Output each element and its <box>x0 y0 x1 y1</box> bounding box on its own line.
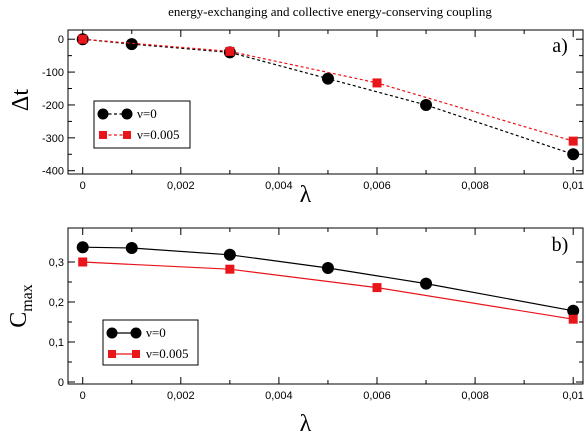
data-point <box>223 248 236 261</box>
y-tick-label: -100 <box>42 67 64 79</box>
x-axis-label: λ <box>300 182 312 208</box>
panel-label: b) <box>552 234 569 256</box>
series-line-nu0 <box>82 38 574 155</box>
data-point <box>225 46 235 56</box>
data-point <box>78 34 88 44</box>
x-axis-label: λ <box>300 411 312 437</box>
y-tick-label: 0,3 <box>49 257 64 269</box>
legend-marker <box>132 350 140 358</box>
x-tick-label: 0 <box>80 180 86 192</box>
x-tick-label: 0,008 <box>461 390 489 402</box>
legend-marker <box>121 108 133 120</box>
x-tick-label: 0,01 <box>562 180 583 192</box>
y-axis-label-main: C <box>6 312 32 328</box>
series-line-nu0005 <box>82 38 574 142</box>
x-tick-label: 0,006 <box>363 180 391 192</box>
y-tick-label: -200 <box>42 100 64 112</box>
legend-label: ν=0.005 <box>137 127 179 142</box>
legend-marker <box>123 131 131 139</box>
x-tick-label: 0,002 <box>167 180 195 192</box>
y-tick-label: -400 <box>42 166 64 178</box>
data-point <box>372 283 382 293</box>
data-point <box>420 98 433 111</box>
y-tick-label: -300 <box>42 133 64 145</box>
data-point <box>125 242 138 254</box>
legend-marker <box>106 327 118 339</box>
series-line-nu0 <box>82 246 574 312</box>
data-point <box>568 136 578 146</box>
series-line-nu0005 <box>82 261 574 320</box>
figure-title: energy-exchanging and collective energy-… <box>168 4 492 19</box>
y-tick-label: 0 <box>58 377 64 389</box>
x-tick-label: 0,002 <box>167 390 195 402</box>
legend-box <box>93 100 191 149</box>
x-tick-label: 0,004 <box>265 390 293 402</box>
legend-marker <box>130 327 142 339</box>
panel-label: a) <box>552 35 568 57</box>
data-point <box>372 78 382 88</box>
data-point <box>78 257 88 267</box>
legend-marker <box>99 131 107 139</box>
data-point <box>420 277 433 290</box>
x-tick-label: 0 <box>80 390 86 402</box>
legend-box <box>102 319 199 366</box>
data-point <box>321 72 334 85</box>
data-point <box>568 314 578 324</box>
legend-label: ν=0 <box>146 325 166 340</box>
data-point <box>567 148 580 161</box>
y-tick-label: 0,1 <box>49 337 64 349</box>
x-tick-label: 0,01 <box>562 390 583 402</box>
plot-frame <box>67 29 584 175</box>
y-axis-label: Cmax <box>6 284 36 328</box>
x-tick-label: 0,006 <box>363 390 391 402</box>
legend-label: ν=0.005 <box>146 346 188 361</box>
data-point <box>225 264 235 274</box>
y-tick-label: 0 <box>58 34 64 46</box>
legend-marker <box>97 108 109 120</box>
y-tick-label: 0,2 <box>49 297 64 309</box>
panel-a: 0 0,002 0,004 0,006 0,008 0,01 0 -100 -200 -300 -4… <box>8 29 584 208</box>
data-point <box>76 241 89 254</box>
data-point <box>321 262 334 274</box>
data-point <box>125 38 138 51</box>
panel-b: 0 0,002 0,004 0,006 0,008 0,01 0 0,1 0,2 0,3 λ Cmax… <box>6 227 584 437</box>
x-tick-label: 0,004 <box>265 180 293 192</box>
plot-frame <box>67 227 584 385</box>
y-axis-label-main: Δt <box>8 89 34 111</box>
y-axis-label: Δt <box>8 89 34 111</box>
y-axis-label-sub: max <box>19 284 36 312</box>
data-point <box>567 304 580 317</box>
x-tick-label: 0,008 <box>461 180 489 192</box>
legend-marker <box>108 350 116 358</box>
legend-label: ν=0 <box>137 106 157 121</box>
